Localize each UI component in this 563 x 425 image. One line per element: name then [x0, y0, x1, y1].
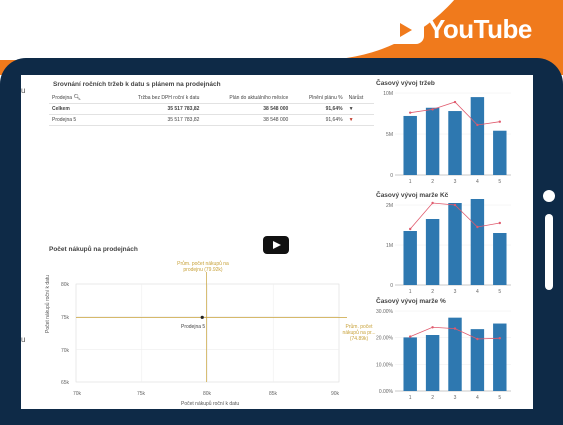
table-header-row: Prodejna 🔍︎ Tržba bez DPH roční k datu P…	[49, 92, 374, 104]
scatter-title: Počet nákupů na prodejnách	[49, 246, 138, 253]
bar-x-tick: 2	[431, 289, 434, 295]
bar-x-tick: 1	[409, 179, 412, 185]
left-marker: u	[21, 86, 26, 95]
bar-mark	[425, 107, 440, 175]
trend-point	[498, 120, 501, 123]
trend-point	[453, 203, 457, 207]
trend-point	[476, 123, 479, 127]
bar-x-tick: 4	[476, 395, 479, 401]
scatter-chart	[75, 272, 347, 383]
bar-y-tick: 5M	[386, 132, 393, 138]
bar-mark	[470, 199, 485, 285]
tablet-camera-icon	[543, 190, 555, 202]
x-tick: 90k	[331, 391, 340, 397]
bar-y-tick: 10.00%	[376, 362, 394, 368]
trend-point	[431, 201, 434, 205]
trend-point	[431, 326, 434, 329]
scatter-xlabel: Počet nákupů roční k datu	[181, 401, 240, 407]
youtube-logo: YouTube	[386, 14, 532, 45]
header-sales[interactable]: Tržba bez DPH roční k datu	[110, 92, 203, 104]
trend-point	[431, 108, 434, 111]
trend-point	[476, 337, 479, 341]
bar-y-tick: 30.00%	[376, 309, 394, 315]
bar-x-tick: 4	[476, 289, 479, 295]
bar-mark	[493, 233, 507, 285]
avg-y-annotation: Prům. počet nákupů na pr... (74.89k)	[342, 324, 376, 342]
bar-y-tick: 0	[390, 283, 393, 289]
bar-mark	[448, 317, 462, 391]
tablet-side-button[interactable]	[545, 214, 553, 290]
bar-chart-title: Časový vývoj marže Kč	[376, 192, 449, 199]
trend-down-icon: ▼	[348, 117, 354, 123]
bar-x-tick: 3	[454, 179, 457, 185]
bar-y-tick: 2M	[386, 203, 393, 209]
y-tick: 70k	[61, 348, 70, 354]
dashboard-screen: u u Srovnání ročních tržeb k datu s plán…	[21, 75, 533, 409]
header-prodejna[interactable]: Prodejna 🔍︎	[49, 92, 110, 104]
sales-table: Prodejna 🔍︎ Tržba bez DPH roční k datu P…	[49, 92, 374, 126]
video-play-button[interactable]	[263, 236, 289, 254]
bar-x-tick: 1	[409, 395, 412, 401]
table-row[interactable]: Prodejna 5 35 517 783,82 38 548 000 91,6…	[49, 114, 374, 126]
trend-point	[498, 221, 501, 225]
bar-mark	[403, 231, 417, 285]
left-marker-2: u	[21, 335, 26, 344]
header-plan[interactable]: Plán do aktuálního měsíce	[202, 92, 292, 104]
search-icon[interactable]: 🔍︎	[73, 95, 82, 101]
bar-mark	[448, 111, 462, 175]
bar-mark	[470, 97, 485, 175]
bar-x-tick: 2	[431, 395, 434, 401]
bar-mark	[448, 203, 462, 285]
trend-point	[409, 335, 412, 338]
trend-point	[476, 225, 479, 229]
trend-point	[453, 327, 457, 330]
table-row[interactable]: Celkem 35 517 783,82 38 548 000 91,64% ▼	[49, 103, 374, 115]
bar-x-tick: 2	[431, 179, 434, 185]
bar-chart-title: Časový vývoj tržeb	[376, 80, 435, 87]
bar-mark	[493, 323, 507, 391]
y-tick: 65k	[61, 380, 70, 386]
point-label: Prodejna 5	[181, 324, 206, 330]
x-tick: 80k	[203, 391, 212, 397]
bar-x-tick: 1	[409, 289, 412, 295]
bar-mark	[493, 130, 507, 175]
x-tick: 75k	[137, 391, 146, 397]
trend-point	[409, 111, 412, 114]
header-trend[interactable]: Nárůst	[345, 92, 374, 104]
x-tick: 70k	[73, 391, 82, 397]
table-title: Srovnání ročních tržeb k datu s plánem n…	[53, 81, 221, 88]
bar-x-tick: 5	[498, 179, 501, 185]
youtube-wordmark: YouTube	[428, 14, 532, 44]
bar-y-tick: 0	[390, 173, 393, 179]
bar-mark	[403, 337, 417, 391]
trend-down-icon: ▼	[348, 106, 354, 112]
x-tick: 85k	[269, 391, 278, 397]
bar-x-tick: 3	[454, 289, 457, 295]
bar-y-tick: 10M	[383, 91, 393, 97]
trend-point	[453, 100, 457, 104]
bar-charts: 10M 5M 0 1 2 3 4 5 2M 1M 0 1 2 3 4 5 30.00% 20.00% 10.00% 0…	[376, 91, 511, 401]
bar-x-tick: 4	[476, 179, 479, 185]
bar-mark	[403, 115, 417, 175]
bar-mark	[470, 329, 485, 391]
trend-point	[498, 337, 501, 340]
bar-chart-title: Časový vývoj marže %	[376, 298, 446, 305]
trend-point	[409, 227, 412, 231]
bar-y-tick: 1M	[386, 243, 393, 249]
bar-mark	[425, 219, 440, 285]
y-tick: 75k	[61, 315, 70, 321]
bar-x-tick: 5	[498, 395, 501, 401]
y-tick: 80k	[61, 282, 70, 288]
bar-x-tick: 3	[454, 395, 457, 401]
header-pct[interactable]: Plnění plánu %	[291, 92, 346, 104]
youtube-play-icon	[386, 15, 424, 44]
avg-x-annotation: Prům. počet nákupů na prodejnu (79.92k)	[177, 261, 229, 273]
scatter-point	[200, 315, 204, 319]
bar-mark	[425, 335, 440, 391]
bar-y-tick: 0.00%	[379, 389, 394, 395]
bar-y-tick: 20.00%	[376, 336, 394, 342]
bar-x-tick: 5	[498, 289, 501, 295]
